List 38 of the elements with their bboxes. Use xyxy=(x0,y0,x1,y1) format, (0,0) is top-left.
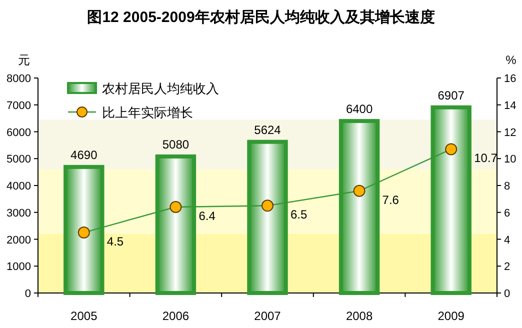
y-tick-label: 6000 xyxy=(6,126,31,139)
data-label: 10.7 xyxy=(474,151,498,166)
y-tick-label: 8000 xyxy=(6,73,31,85)
data-label: 6400 xyxy=(346,102,373,116)
y2-tick-label: 0 xyxy=(504,288,510,300)
y2-tick-label: 8 xyxy=(504,180,510,192)
data-label: 4690 xyxy=(70,148,98,162)
data-label: 4.5 xyxy=(106,234,124,249)
x-tick-label: 2005 xyxy=(70,309,98,323)
y2-tick-label: 12 xyxy=(504,126,516,139)
x-tick-label: 2006 xyxy=(162,309,190,323)
x-tick-label: 2008 xyxy=(346,309,373,323)
data-label: 5080 xyxy=(162,137,190,152)
y-tick-label: 5000 xyxy=(6,154,31,166)
y-tick-label: 4000 xyxy=(6,180,31,192)
y-tick-label: 0 xyxy=(24,288,31,300)
x-tick-label: 2007 xyxy=(254,309,282,323)
y-tick-label: 3000 xyxy=(6,207,31,220)
y-tick-label: 2000 xyxy=(6,234,31,246)
chart-title: 图12 2005-2009年农村居民人均纯收入及其增长速度 xyxy=(87,8,435,26)
data-label: 6.5 xyxy=(290,208,308,222)
data-label: 6907 xyxy=(438,88,465,102)
y2-tick-label: 6 xyxy=(504,207,510,220)
y2-tick-label: 10 xyxy=(504,154,516,166)
x-tick-label: 2009 xyxy=(438,309,465,323)
data-label: 7.6 xyxy=(382,192,400,207)
y2-tick-label: 2 xyxy=(504,261,510,274)
legend-label: 比上年实际增长 xyxy=(102,105,193,120)
y-tick-label: 7000 xyxy=(6,100,31,112)
legend-label: 农村居民人均纯收入 xyxy=(102,81,219,96)
y-axis-title: 元 xyxy=(18,53,30,67)
data-label: 5624 xyxy=(254,122,282,137)
y2-tick-label: 4 xyxy=(504,234,510,246)
y-tick-label: 1000 xyxy=(6,261,31,274)
y2-tick-label: 14 xyxy=(504,100,516,112)
y2-tick-label: 16 xyxy=(504,73,516,85)
data-label: 6.4 xyxy=(198,209,216,223)
y2-axis-title: % xyxy=(506,53,517,67)
